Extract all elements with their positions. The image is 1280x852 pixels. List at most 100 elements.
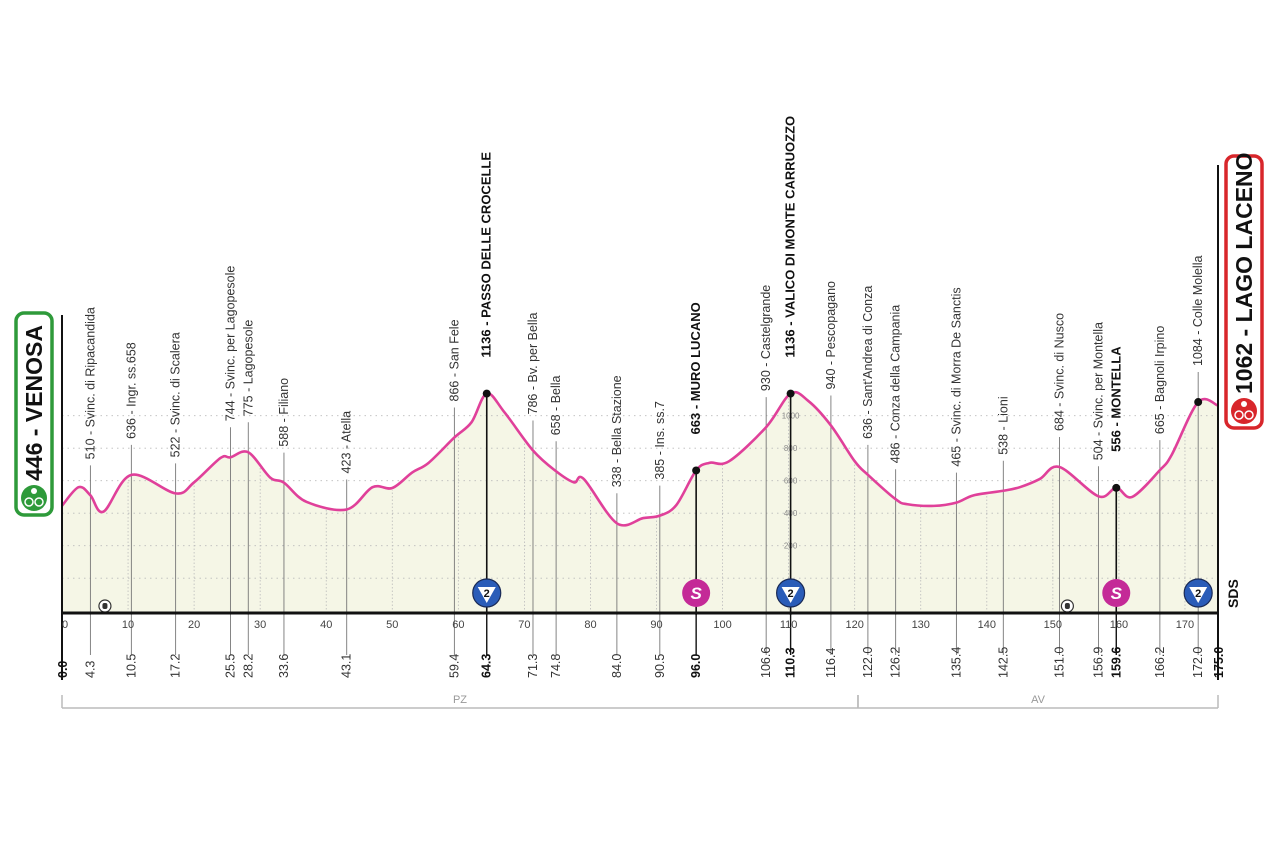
waypoint-label: 744 - Svinc. per Lagopesole [223, 266, 237, 422]
badge-label: 1062 - LAGO LACENO [1231, 152, 1257, 394]
summit-dot [1112, 483, 1121, 492]
x-tick-label: 170 [1176, 619, 1194, 631]
sprint-icon: S [1102, 579, 1131, 607]
km-label: 135.4 [949, 647, 963, 678]
waypoint-label: 663 - MURO LUCANO [688, 302, 703, 434]
waypoint-label: 338 - Bella Stazione [610, 375, 624, 487]
waypoint-label: 510 - Svinc. di Ripacandida [83, 307, 97, 459]
tunnel-icon [1060, 599, 1074, 613]
waypoint-label: 866 - San Fele [447, 319, 461, 401]
km-label: 28.2 [241, 654, 255, 678]
waypoint-label: 1084 - Colle Molella [1191, 256, 1205, 367]
km-label: 71.3 [526, 654, 540, 678]
waypoint-label: 684 - Svinc. di Nusco [1052, 313, 1066, 431]
waypoint-label: 636 - Sant'Andrea di Conza [861, 286, 875, 439]
wheel [34, 497, 44, 507]
x-tick-label: 0 [62, 619, 68, 631]
sprint-icon: S [682, 579, 711, 607]
summit-dot [482, 389, 491, 398]
wheel [1244, 410, 1254, 420]
waypoint-label: 1136 - VALICO DI MONTE CARRUOZZO [783, 116, 798, 358]
km-label: 33.6 [277, 654, 291, 678]
km-label: 17.2 [169, 654, 183, 678]
waypoint-label: 385 - Ins. ss.7 [653, 401, 667, 480]
waypoint-label: 636 - Ingr. ss.658 [124, 342, 138, 439]
waypoint-label: 588 - Filiano [277, 378, 291, 447]
summit-dot [786, 389, 795, 398]
x-tick-label: 50 [386, 619, 398, 631]
x-tick-label: 10 [122, 619, 134, 631]
km-label: 0.0 [56, 661, 70, 678]
triangle-shape [781, 587, 800, 603]
km-label: 90.5 [653, 654, 667, 678]
province-label: PZ [453, 694, 467, 706]
x-tick-label: 40 [320, 619, 332, 631]
km-label: 96.0 [689, 654, 703, 678]
gpm-category-label: 2 [788, 588, 794, 600]
waypoint-label: 465 - Svinc. di Morra De Sanctis [949, 287, 963, 466]
km-label: 122.0 [861, 647, 875, 678]
gpm-category-label: 2 [1195, 588, 1201, 600]
x-tick-label: 140 [978, 619, 996, 631]
waypoint-label: 930 - Castelgrande [759, 285, 773, 391]
x-tick-label: 160 [1110, 619, 1128, 631]
waypoint-label: 522 - Svinc. di Scalera [169, 332, 183, 457]
km-label: 84.0 [610, 654, 624, 678]
badge-frame [14, 311, 54, 517]
triangle-shape [1189, 587, 1208, 603]
gpm-category-icon: 2 [1183, 578, 1213, 608]
sds-mark: SDS [1225, 579, 1241, 608]
km-label: 4.3 [83, 661, 97, 678]
km-label: 172.0 [1191, 647, 1205, 678]
km-label: 59.4 [447, 654, 461, 678]
gpm-category-label: 2 [484, 588, 490, 600]
km-label: 175.0 [1212, 647, 1226, 678]
province-label: AV [1031, 694, 1046, 706]
waypoint-label: 423 - Atella [340, 411, 354, 474]
km-label: 116.4 [824, 648, 838, 678]
profile-line [60, 390, 1219, 527]
km-label: 25.5 [223, 654, 237, 678]
x-tick-label: 110 [780, 619, 798, 631]
km-label: 74.8 [549, 654, 563, 678]
badge-label: 446 - VENOSA [21, 325, 47, 481]
wheel [1234, 410, 1244, 420]
gpm-category-icon: 2 [776, 578, 806, 608]
sprint-label: S [690, 584, 702, 603]
gpm-category-icon: 2 [472, 578, 502, 608]
tunnel-shape [102, 603, 108, 609]
km-label: 43.1 [340, 654, 354, 678]
waypoint-label: 486 - Conza della Campania [889, 305, 903, 463]
tunnel-icon [98, 599, 112, 613]
km-label: 142.5 [996, 647, 1010, 678]
waypoint-label: 775 - Lagopesole [241, 320, 255, 417]
marker-circle [682, 579, 711, 607]
rider-head [31, 488, 37, 494]
sprint-label: S [1111, 584, 1123, 603]
x-tick-label: 100 [713, 619, 731, 631]
summit-dot [1194, 398, 1203, 407]
start-badge: 446 - VENOSA [14, 311, 54, 517]
x-tick-label: 70 [518, 619, 530, 631]
triangle-shape [477, 587, 496, 603]
profile-area [62, 392, 1218, 613]
summit-dot [692, 466, 701, 475]
x-tick-label: 20 [188, 619, 200, 631]
rider-head [1241, 401, 1247, 407]
km-label: 126.2 [889, 647, 903, 678]
wheel [24, 497, 34, 507]
x-tick-label: 60 [452, 619, 464, 631]
waypoint-label: 504 - Svinc. per Montella [1091, 322, 1105, 460]
x-tick-label: 30 [254, 619, 266, 631]
km-label: 166.2 [1153, 647, 1167, 678]
cyclist-icon [21, 485, 47, 511]
finish-badge: 1062 - LAGO LACENO [1224, 152, 1264, 430]
x-tick-label: 90 [650, 619, 662, 631]
waypoint-label: 538 - Lioni [996, 396, 1010, 454]
km-label: 151.0 [1052, 647, 1066, 678]
waypoint-label: 658 - Bella [549, 375, 563, 435]
badge-frame [1224, 154, 1264, 430]
waypoint-label: 665 - Bagnoli Irpino [1153, 326, 1167, 434]
x-tick-label: 130 [912, 619, 930, 631]
